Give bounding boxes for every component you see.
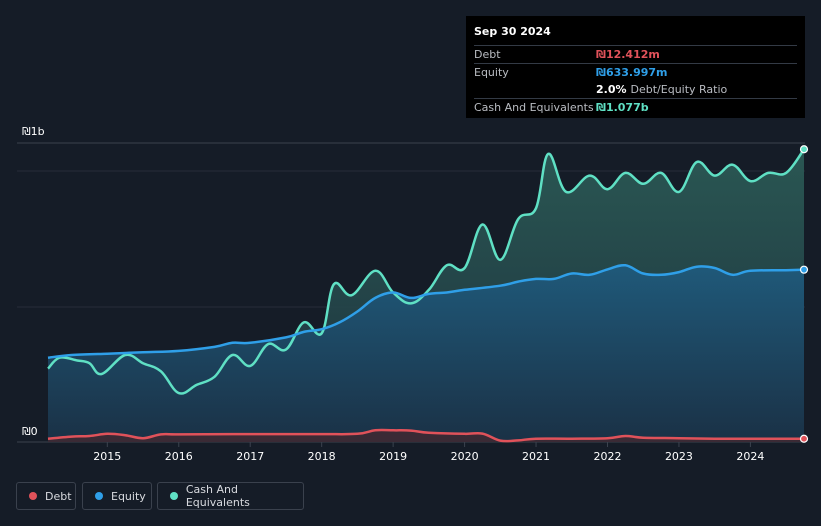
tooltip-debt-value: ₪12.412m bbox=[596, 48, 660, 61]
data-tooltip: Sep 30 2024 Debt ₪12.412m Equity ₪633.99… bbox=[466, 16, 805, 118]
legend-item-cash[interactable]: Cash And Equivalents bbox=[157, 482, 304, 510]
x-tick-label: 2021 bbox=[522, 450, 550, 463]
debt-area bbox=[48, 430, 804, 442]
equity-endpoint[interactable] bbox=[799, 265, 809, 274]
legend-item-equity[interactable]: Equity bbox=[82, 482, 152, 510]
legend-equity-label: Equity bbox=[111, 489, 146, 503]
equity-dot-icon bbox=[95, 492, 103, 500]
tooltip-ratio-row: 2.0% Debt/Equity Ratio bbox=[474, 81, 797, 98]
x-tick-label: 2018 bbox=[308, 450, 336, 463]
tooltip-debt-row: Debt ₪12.412m bbox=[474, 45, 797, 63]
x-axis: 2015 2016 2017 2018 2019 2020 2021 2022 2023 2024 bbox=[93, 442, 764, 463]
tooltip-cash-row: Cash And Equivalents ₪1.077b bbox=[474, 98, 797, 116]
equity-area bbox=[48, 265, 804, 442]
x-tick-label: 2022 bbox=[593, 450, 621, 463]
tooltip-ratio-value: 2.0% bbox=[596, 83, 627, 96]
tooltip-date: Sep 30 2024 bbox=[474, 25, 551, 38]
x-tick-label: 2020 bbox=[451, 450, 479, 463]
y-axis-bottom-label: ₪0 bbox=[22, 425, 38, 438]
x-tick-label: 2023 bbox=[665, 450, 693, 463]
x-tick-label: 2024 bbox=[736, 450, 764, 463]
y-axis-top-label: ₪1b bbox=[22, 125, 45, 138]
debt-line bbox=[47, 428, 804, 443]
tooltip-equity-row: Equity ₪633.997m bbox=[474, 63, 797, 81]
cash-dot-icon bbox=[170, 492, 178, 500]
tooltip-cash-label: Cash And Equivalents bbox=[474, 101, 594, 114]
x-tick-label: 2016 bbox=[165, 450, 193, 463]
tooltip-ratio-label: Debt/Equity Ratio bbox=[630, 83, 728, 96]
tooltip-debt-label: Debt bbox=[474, 48, 501, 61]
tooltip-equity-label: Equity bbox=[474, 66, 509, 79]
tooltip-equity-value: ₪633.997m bbox=[596, 66, 668, 79]
cash-endpoint[interactable] bbox=[799, 145, 809, 154]
x-tick-label: 2019 bbox=[379, 450, 407, 463]
x-tick-label: 2017 bbox=[236, 450, 264, 463]
cash-line bbox=[47, 148, 806, 395]
equity-line bbox=[47, 263, 805, 359]
debt-endpoint[interactable] bbox=[799, 434, 809, 443]
legend-item-debt[interactable]: Debt bbox=[16, 482, 76, 510]
legend-debt-label: Debt bbox=[45, 489, 72, 503]
legend-cash-label: Cash And Equivalents bbox=[185, 483, 250, 509]
debt-dot-icon bbox=[29, 492, 37, 500]
x-tick-label: 2015 bbox=[93, 450, 121, 463]
tooltip-cash-value: ₪1.077b bbox=[596, 101, 649, 114]
